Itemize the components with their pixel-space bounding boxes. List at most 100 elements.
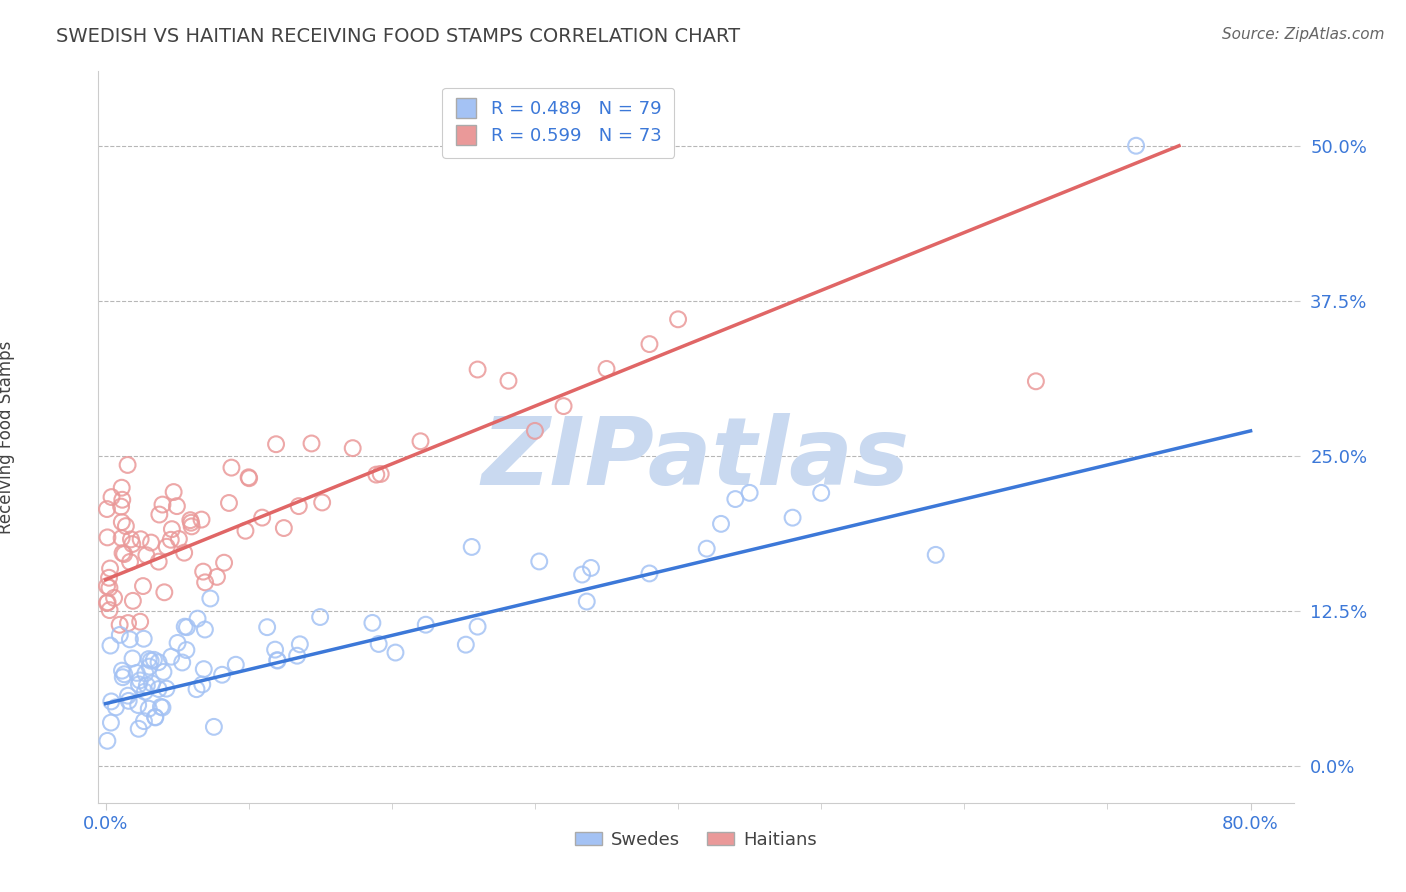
Point [118,694,141,708]
Point [149,699,172,714]
Point [128,722,150,736]
Point [193,662,215,676]
Point [121,651,143,665]
Point [120,533,142,547]
Point [110,500,132,514]
Point [179,513,201,527]
Point [173,546,195,560]
Point [96,596,118,610]
Point [571,567,593,582]
Point [142,653,165,667]
Point [529,554,551,568]
Point [111,515,134,529]
Point [121,537,143,551]
Point [117,458,139,472]
Point [129,615,152,629]
Point [409,434,432,449]
Point [467,619,489,633]
Point [176,620,198,634]
Point [285,648,308,663]
Point [98,571,121,585]
Point [132,579,155,593]
Point [190,512,212,526]
Point [163,485,186,500]
Point [361,615,384,630]
Point [367,637,389,651]
Point [264,642,287,657]
Point [309,610,332,624]
Point [238,470,260,484]
Point [221,460,243,475]
Point [108,628,131,642]
Point [579,561,602,575]
Point [96,530,118,544]
Point [138,652,160,666]
Point [117,689,139,703]
Point [100,639,122,653]
Point [104,700,127,714]
Point [724,491,747,506]
Point [96,734,118,748]
Point [122,594,145,608]
Point [98,603,121,617]
Point [264,437,287,451]
Point [467,362,489,376]
Point [250,510,273,524]
Point [194,575,217,590]
Point [134,684,156,698]
Point [160,522,183,536]
Point [138,701,160,715]
Point [132,714,155,728]
Point [311,495,333,509]
Point [710,516,733,531]
Text: ZIPatlas: ZIPatlas [482,413,910,505]
Point [273,521,295,535]
Point [159,533,181,547]
Point [696,541,718,556]
Point [127,698,149,712]
Point [134,666,156,681]
Point [384,646,406,660]
Point [156,540,179,554]
Point [370,467,392,481]
Point [111,546,134,560]
Point [128,673,150,688]
Point [256,620,278,634]
Point [132,632,155,646]
Y-axis label: Receiving Food Stamps: Receiving Food Stamps [0,341,15,533]
Point [288,637,311,651]
Point [129,533,152,547]
Point [100,490,122,504]
Point [125,665,148,680]
Point [98,581,121,595]
Point [191,565,214,579]
Point [266,653,288,667]
Point [415,617,437,632]
Point [575,594,598,608]
Point [194,623,217,637]
Point [103,591,125,605]
Point [100,694,122,708]
Point [115,519,138,533]
Point [211,667,233,681]
Point [128,677,150,691]
Point [810,486,832,500]
Point [1025,374,1047,388]
Point [139,535,162,549]
Point [638,566,661,581]
Point [160,649,183,664]
Point [111,531,134,545]
Point [143,710,166,724]
Point [148,508,170,522]
Point [139,654,162,668]
Point [118,555,141,569]
Point [135,678,157,692]
Point [172,656,194,670]
Point [135,548,157,562]
Point [235,524,257,538]
Point [191,677,214,691]
Point [138,659,160,673]
Point [225,657,247,672]
Point [111,492,134,507]
Point [166,636,188,650]
